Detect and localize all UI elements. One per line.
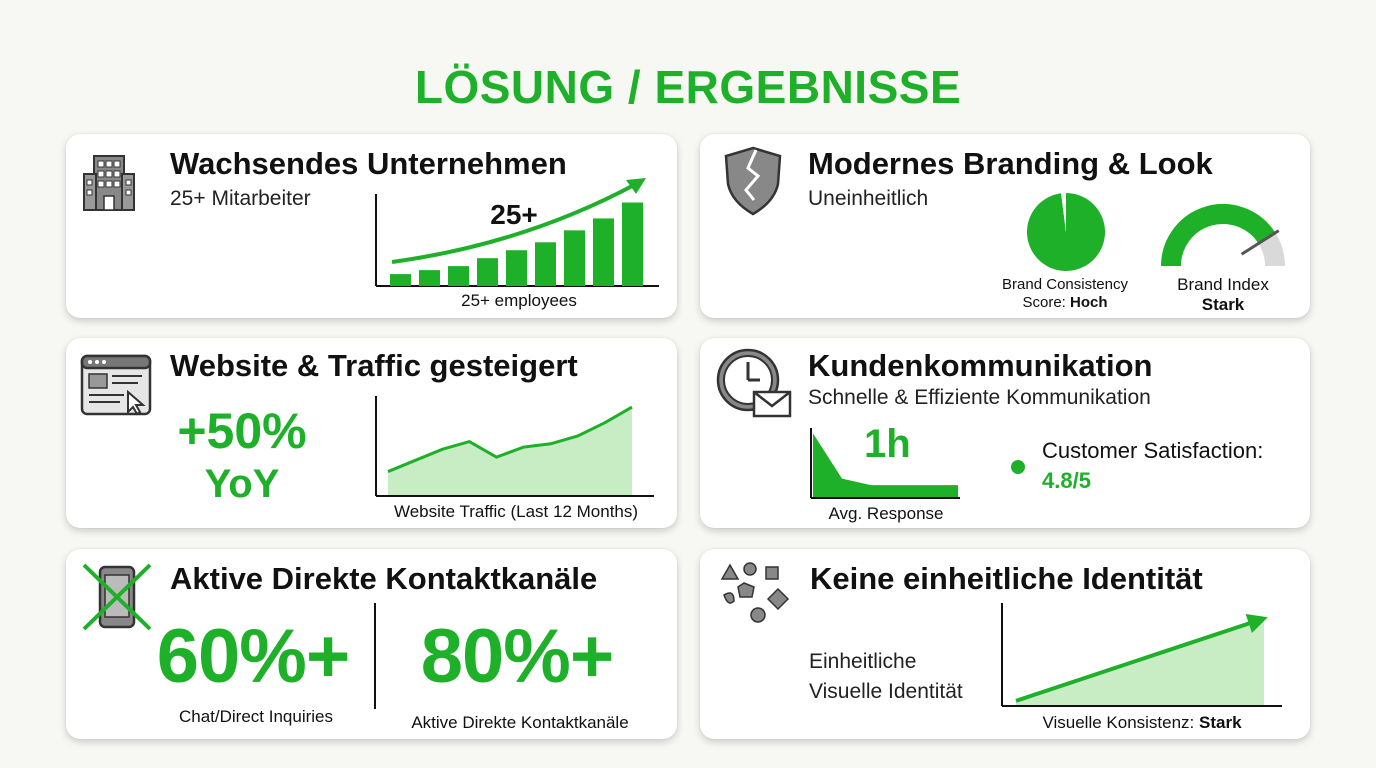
card-contact-channels: Aktive Direkte Kontaktkanäle 60%+ Chat/D…	[66, 549, 677, 739]
bar-9	[622, 202, 643, 286]
pie-caption-line1: Brand Consistency	[1002, 276, 1128, 293]
broken-shield-icon	[724, 146, 782, 216]
card-website-traffic: Website & Traffic gesteigert +50% YoY We…	[66, 338, 677, 528]
response-area	[813, 433, 958, 498]
visual-consistency-chart	[1001, 603, 1282, 707]
trend-arrow-head	[626, 178, 646, 194]
pie-caption-prefix: Score:	[1022, 294, 1071, 311]
pie-caption-value: Hoch	[1070, 294, 1108, 311]
crossed-phone-icon	[82, 563, 152, 631]
response-time-chart	[810, 428, 960, 499]
response-caption: Avg. Response	[828, 504, 944, 523]
chart-caption: Website Traffic (Last 12 Months)	[393, 502, 639, 521]
building-icon	[83, 155, 135, 211]
employee-bar-chart: 25+	[375, 178, 659, 287]
card-subtitle: Uneinheitlich	[808, 187, 929, 210]
chart-label: 25+	[490, 199, 538, 230]
chat-inquiries-caption: Chat/Direct Inquiries	[178, 707, 333, 726]
pie-caption: Brand Consistency Score: Hoch	[990, 276, 1140, 312]
identity-label-line2: Visuelle Identität	[809, 680, 963, 703]
card-title: Modernes Branding & Look	[808, 146, 1213, 181]
identity-label: Einheitliche Visuelle Identität	[809, 647, 963, 707]
card-title: Kundenkommunikation	[808, 348, 1153, 383]
bar-5	[506, 250, 527, 286]
active-channels-value: 80%+	[420, 614, 615, 699]
card-visual-identity: Keine einheitliche Identität Einheitlich…	[700, 549, 1310, 739]
gauge-fill	[1161, 204, 1276, 267]
scattered-shapes-icon	[720, 562, 790, 623]
traffic-growth-period: YoY	[204, 462, 280, 506]
bar-4	[477, 258, 498, 286]
pie-slice-other	[1061, 193, 1066, 232]
traffic-line	[387, 405, 633, 473]
identity-label-line1: Einheitliche	[809, 650, 917, 673]
divider	[374, 603, 376, 709]
consistency-arrow-head	[1245, 614, 1268, 633]
traffic-growth-value: +50%	[177, 403, 307, 459]
card-title: Keine einheitliche Identität	[810, 561, 1203, 596]
trend-arrow	[391, 182, 637, 264]
card-branding: Modernes Branding & Look Uneinheitlich B…	[700, 134, 1310, 318]
bar-6	[535, 242, 556, 286]
brand-index-gauge	[1161, 204, 1285, 267]
chat-inquiries-value: 60%+	[156, 614, 351, 699]
bar-8	[593, 218, 614, 286]
bar-7	[564, 230, 585, 286]
bar-3	[448, 266, 469, 286]
gauge-caption: Brand Index Stark	[1148, 275, 1298, 315]
caption-prefix: Visuelle Konsistenz:	[1042, 713, 1200, 732]
caption-value: Stark	[1199, 713, 1242, 732]
chart-caption: 25+ employees	[461, 291, 577, 310]
website-traffic-chart	[375, 396, 654, 497]
satisfaction-dot	[1011, 460, 1025, 474]
card-title: Wachsendes Unternehmen	[170, 146, 567, 181]
consistency-line	[1015, 619, 1256, 703]
page-title: LÖSUNG / ERGEBNISSE	[414, 61, 962, 113]
gauge-caption-line1: Brand Index	[1177, 275, 1269, 294]
bar-2	[419, 270, 440, 286]
brand-consistency-pie	[1027, 193, 1105, 271]
card-title: Website & Traffic gesteigert	[170, 348, 578, 383]
gauge-caption-value: Stark	[1201, 295, 1245, 314]
chart-caption: Visuelle Konsistenz: Stark	[1000, 713, 1284, 733]
satisfaction-label: Customer Satisfaction:	[1042, 438, 1264, 463]
card-subtitle: 25+ Mitarbeiter	[170, 187, 311, 210]
active-channels-caption: Aktive Direkte Kontaktkanäle	[411, 713, 629, 732]
traffic-area	[388, 407, 632, 496]
card-customer-communication: Kundenkommunikation Schnelle & Effizient…	[700, 338, 1310, 528]
gauge-track	[1258, 232, 1285, 267]
clock-envelope-icon	[716, 348, 792, 418]
response-time-value: 1h	[864, 422, 911, 466]
card-subtitle: Schnelle & Effiziente Kommunikation	[808, 386, 1151, 409]
card-title: Aktive Direkte Kontaktkanäle	[170, 561, 598, 596]
bar-1	[390, 274, 411, 286]
card-growing-company: Wachsendes Unternehmen 25+ Mitarbeiter 2…	[66, 134, 677, 318]
satisfaction-value: 4.8/5	[1042, 468, 1091, 493]
browser-window-icon	[80, 354, 152, 416]
gauge-needle	[1240, 229, 1280, 256]
